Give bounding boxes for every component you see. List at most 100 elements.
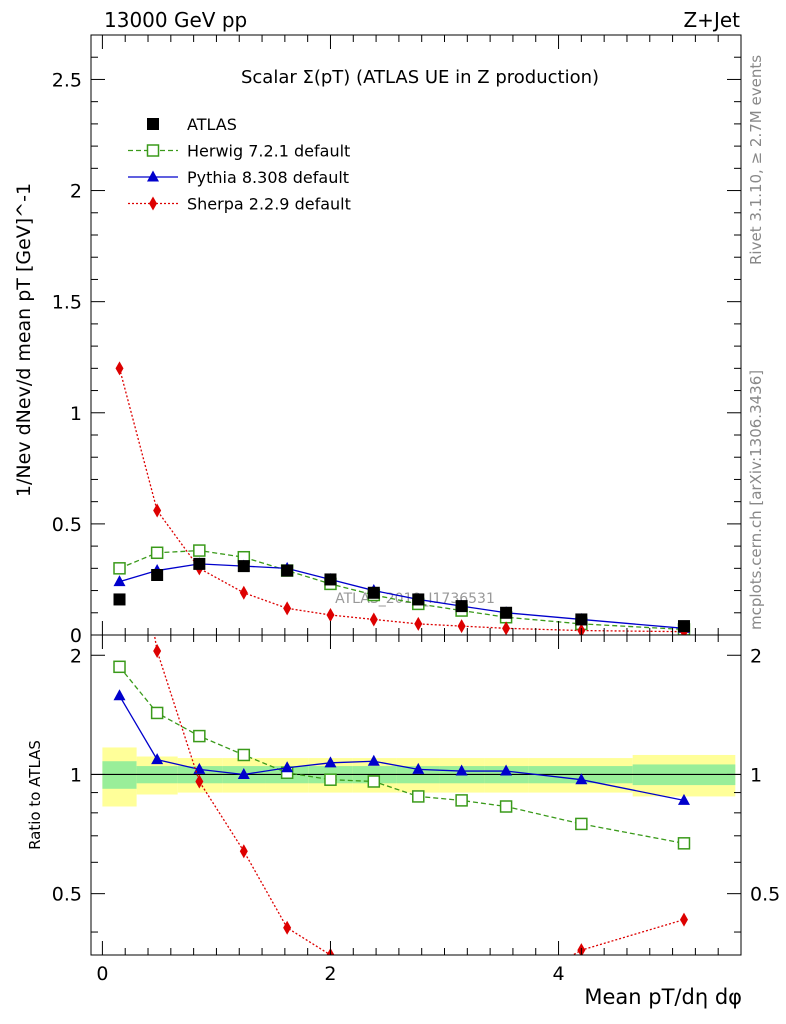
ratio-point-pythia: [237, 767, 250, 779]
main-point-sherpa: [457, 619, 466, 634]
legend: ATLAS Herwig 7.2.1 default Pythia 8.308 de…: [128, 115, 351, 214]
ratio-point-sherpa: [116, 421, 124, 435]
ratio-point-herwig: [677, 837, 691, 850]
y-tick-label: 2.5: [52, 69, 82, 91]
legend-item-sherpa: Sherpa 2.2.9 default: [128, 195, 351, 214]
main-line-herwig: [119, 549, 685, 631]
ratio-point-herwig: [113, 660, 126, 674]
x-tick-label: 0: [96, 963, 108, 985]
ratio-point-sherpa: [679, 912, 688, 927]
main-point-atlas: [412, 593, 425, 606]
ratio-point-herwig: [499, 800, 513, 813]
main-line-sherpa: [118, 368, 684, 633]
main-point-herwig: [113, 562, 126, 575]
ratio-point-pythia: [367, 754, 380, 766]
ratio-y-tick-label-left: 1: [70, 764, 82, 786]
ratio-point-pythia: [575, 773, 588, 785]
ratio-y-tick-label-right: 0.5: [750, 884, 780, 906]
main-panel: [113, 361, 691, 635]
ratio-y-tick-label-left: 2: [70, 645, 82, 667]
main-series-atlas: [113, 557, 690, 633]
ratio-point-sherpa: [370, 969, 378, 983]
ratio-point-sherpa: [239, 844, 248, 859]
x-tick-label: 2: [324, 963, 336, 985]
y-tick-label: 1: [70, 403, 82, 425]
legend-marker: [147, 118, 159, 130]
ratio-y-tick-label-right: 2: [750, 645, 762, 667]
ratio-point-herwig: [575, 817, 588, 831]
header-left: 13000 GeV pp: [104, 8, 247, 32]
y-tick-label: 0: [70, 625, 82, 647]
ratio-point-herwig: [193, 729, 206, 743]
y-tick-label: 0.5: [52, 514, 82, 536]
main-point-sherpa: [502, 621, 511, 635]
ratio-point-pythia: [113, 689, 126, 701]
main-point-atlas: [455, 600, 468, 613]
ratio-line-herwig: [119, 666, 685, 844]
mcplots-label: mcplots.cern.ch [arXiv:1306.3436]: [747, 370, 765, 630]
plot-title: Scalar Σ(pT) (ATLAS UE in Z production): [241, 67, 599, 88]
main-point-atlas: [500, 606, 513, 619]
ratio-point-herwig: [412, 790, 425, 803]
ratio-point-herwig: [455, 794, 468, 807]
ratio-point-sherpa: [502, 986, 510, 1000]
ratio-point-sherpa: [153, 644, 162, 659]
ratio-y-tick-label-left: 0.5: [52, 884, 82, 906]
legend-marker: [149, 196, 157, 211]
ratio-point-pythia: [412, 762, 425, 774]
main-point-atlas: [281, 564, 294, 577]
x-axis-label: Mean pT/dη dφ: [584, 985, 742, 1009]
ratio-point-sherpa: [414, 986, 422, 1000]
main-point-sherpa: [153, 503, 162, 518]
legend-label: Pythia 8.308 default: [187, 168, 349, 187]
ratio-panel: [91, 421, 741, 1007]
main-point-atlas: [677, 620, 690, 633]
legend-item-herwig: Herwig 7.2.1 default: [128, 142, 350, 161]
main-point-atlas: [151, 569, 164, 581]
ratio-point-pythia: [324, 756, 337, 768]
ratio-series-herwig: [113, 660, 691, 850]
ratio-point-sherpa: [283, 920, 292, 935]
ratio-y-tick-label-right: 1: [750, 764, 762, 786]
ratio-line-sherpa: [153, 635, 685, 955]
main-point-sherpa: [369, 612, 378, 627]
ratio-point-sherpa: [195, 774, 204, 789]
ratio-point-pythia: [281, 761, 294, 773]
main-point-atlas: [193, 557, 206, 570]
main-point-atlas: [367, 586, 380, 599]
ratio-point-herwig: [367, 775, 381, 788]
main-point-sherpa: [239, 585, 248, 600]
ratio-y-axis-label: Ratio to ATLAS: [26, 740, 44, 850]
ratio-point-sherpa: [458, 993, 466, 1007]
ratio-line-pythia: [118, 695, 685, 802]
y-tick-label: 2: [70, 181, 82, 203]
ratio-point-pythia: [151, 753, 164, 765]
main-point-atlas: [237, 560, 250, 573]
legend-marker: [146, 144, 160, 157]
main-point-herwig: [150, 546, 164, 560]
main-line-pythia: [119, 563, 685, 629]
legend-label: ATLAS: [187, 115, 237, 134]
main-y-axis-label: 1/Nev dNev/d mean pT [GeV]^-1: [13, 183, 35, 497]
legend-marker: [147, 170, 159, 182]
ratio-series-sherpa: [116, 421, 688, 1007]
ratio-point-pythia: [455, 764, 468, 776]
main-point-sherpa: [326, 608, 335, 622]
ratio-point-pythia: [677, 793, 690, 805]
ratio-point-pythia: [500, 764, 513, 776]
rivet-version-label: Rivet 3.1.10, ≥ 2.7M events: [747, 55, 765, 265]
legend-label: Sherpa 2.2.9 default: [187, 195, 351, 214]
main-point-pythia: [113, 575, 126, 587]
ratio-plot-frame: [90, 634, 742, 956]
main-point-atlas: [324, 573, 337, 586]
legend-item-pythia: Pythia 8.308 default: [128, 168, 349, 187]
main-point-herwig: [193, 544, 206, 557]
main-point-sherpa: [283, 601, 292, 616]
x-tick-label: 4: [552, 963, 564, 985]
main-point-atlas: [575, 613, 588, 626]
main-point-sherpa: [115, 361, 124, 376]
y-tick-label: 1.5: [52, 292, 82, 314]
axes: 0 2 400.511.522.50.5 0.51 12 2: [52, 34, 780, 985]
header-right: Z+Jet: [683, 8, 740, 32]
